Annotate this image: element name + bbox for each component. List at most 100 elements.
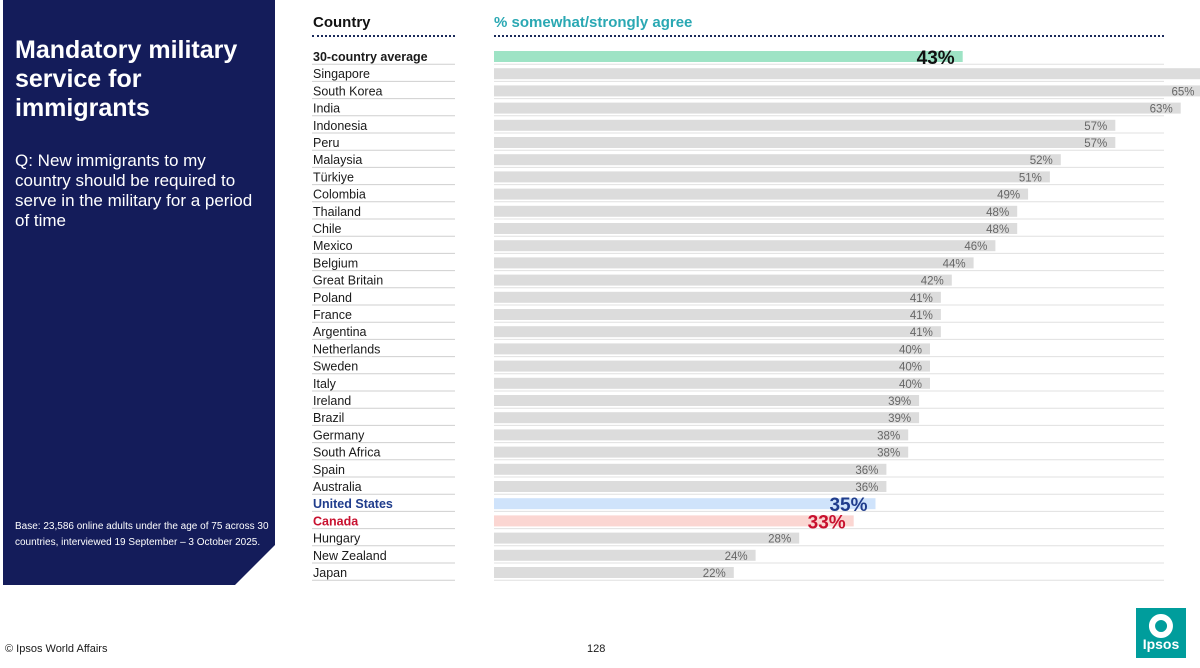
bar-poland: [494, 291, 941, 303]
country-label: Ireland: [313, 394, 351, 408]
value-label: 40%: [899, 379, 922, 391]
bar-chile: [494, 223, 1018, 234]
country-label: Italy: [313, 377, 337, 391]
bar-spain: [494, 463, 887, 475]
bar-30-country-average: [494, 51, 963, 62]
value-label: 33%: [808, 512, 846, 533]
value-label: 36%: [855, 465, 878, 477]
bar-brazil: [494, 412, 920, 424]
country-label: Argentina: [313, 325, 367, 339]
ipsos-logo-mark: [1148, 614, 1173, 638]
country-label: New Zealand: [313, 549, 387, 563]
value-label: 51%: [1019, 172, 1042, 184]
copyright-footer: © Ipsos World Affairs: [5, 643, 108, 655]
country-label: Singapore: [313, 67, 370, 81]
value-label: 43%: [917, 48, 955, 69]
country-label: Sweden: [313, 360, 358, 374]
value-label: 46%: [964, 241, 987, 253]
bar-italy: [494, 377, 930, 389]
bar-australia: [494, 481, 887, 492]
country-label: Colombia: [313, 188, 366, 202]
value-label: 48%: [986, 207, 1009, 219]
bar-france: [494, 309, 941, 320]
value-label: 36%: [855, 482, 878, 494]
bar-t-rkiye: [494, 171, 1050, 183]
base-note: Base: 23,586 online adults under the age…: [15, 521, 269, 548]
country-header-rule: [312, 35, 455, 37]
value-label: 41%: [910, 327, 933, 339]
country-label: Australia: [313, 480, 362, 494]
country-label: Belgium: [313, 256, 358, 270]
country-label: Chile: [313, 222, 342, 236]
logo-ring: [1148, 614, 1173, 638]
bar-belgium: [494, 257, 974, 269]
country-label: India: [313, 102, 340, 116]
bar-indonesia: [494, 119, 1116, 131]
page-number: 128: [587, 643, 606, 655]
country-label: South Africa: [313, 446, 380, 460]
country-label: Poland: [313, 291, 352, 305]
left-info-panel: Mandatory military service for immigrant…: [3, 0, 275, 585]
country-label: Brazil: [313, 411, 344, 425]
value-label: 65%: [1171, 86, 1194, 98]
value-label: 40%: [899, 344, 922, 356]
value-label: 38%: [877, 448, 900, 460]
value-column-header: % somewhat/strongly agree: [494, 14, 693, 31]
bar-argentina: [494, 326, 941, 338]
bar-mexico: [494, 240, 996, 252]
bar-peru: [494, 137, 1116, 148]
country-label: Canada: [313, 514, 359, 528]
bar-new-zealand: [494, 549, 756, 561]
country-label: Mexico: [313, 239, 353, 253]
bar-canada: [494, 515, 854, 527]
ipsos-logo: Ipsos: [1136, 608, 1186, 658]
bar-netherlands: [494, 343, 930, 355]
bar-united-states: [494, 498, 876, 510]
country-label: South Korea: [313, 84, 383, 98]
value-label: 48%: [986, 224, 1009, 236]
value-label: 39%: [888, 413, 911, 425]
value-label: 22%: [703, 568, 726, 580]
bar-japan: [494, 567, 734, 578]
country-label: 30-country average: [313, 50, 428, 64]
value-label: 24%: [725, 551, 748, 563]
bar-south-africa: [494, 446, 909, 458]
bar-hungary: [494, 532, 800, 544]
country-label: Hungary: [313, 532, 361, 546]
bar-india: [494, 102, 1181, 114]
bar-south-korea: [494, 85, 1200, 97]
value-label: 41%: [910, 310, 933, 322]
bar-colombia: [494, 188, 1029, 200]
country-label: United States: [313, 497, 393, 511]
value-label: 44%: [943, 258, 966, 270]
bar-singapore: [494, 68, 1200, 80]
country-label: Great Britain: [313, 274, 383, 288]
bar-sweden: [494, 360, 930, 372]
country-label: Thailand: [313, 205, 361, 219]
value-header-rule: [494, 35, 1164, 37]
bar-ireland: [494, 395, 920, 406]
value-label: 40%: [899, 362, 922, 374]
country-label: Indonesia: [313, 119, 367, 133]
country-label: Türkiye: [313, 170, 354, 184]
country-label: Spain: [313, 463, 345, 477]
value-label: 63%: [1150, 104, 1173, 116]
bar-germany: [494, 429, 909, 441]
value-label: 35%: [829, 495, 867, 516]
page-title: Mandatory military service for immigrant…: [15, 36, 238, 122]
bar-great-britain: [494, 274, 952, 286]
bar-thailand: [494, 205, 1018, 217]
value-label: 38%: [877, 430, 900, 442]
country-label: Malaysia: [313, 153, 362, 167]
country-label: Japan: [313, 566, 347, 580]
country-label: Peru: [313, 136, 339, 150]
value-label: 49%: [997, 190, 1020, 202]
value-label: 42%: [921, 276, 944, 288]
bar-malaysia: [494, 154, 1061, 166]
value-label: 52%: [1030, 155, 1053, 167]
country-label: Netherlands: [313, 342, 380, 356]
value-label: 28%: [768, 534, 791, 546]
country-column-header: Country: [313, 14, 371, 31]
country-label: Germany: [313, 428, 365, 442]
logo-wordmark: Ipsos: [1142, 636, 1180, 652]
